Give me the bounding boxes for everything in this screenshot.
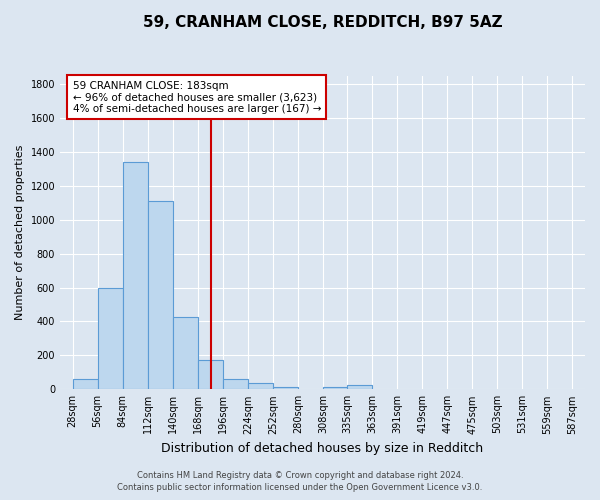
Bar bbox=[323, 387, 348, 390]
Title: 59, CRANHAM CLOSE, REDDITCH, B97 5AZ: 59, CRANHAM CLOSE, REDDITCH, B97 5AZ bbox=[143, 15, 502, 30]
Bar bbox=[347, 385, 372, 390]
Bar bbox=[223, 379, 248, 390]
Bar bbox=[73, 379, 98, 390]
Text: Contains HM Land Registry data © Crown copyright and database right 2024.
Contai: Contains HM Land Registry data © Crown c… bbox=[118, 471, 482, 492]
Bar bbox=[122, 162, 148, 390]
Text: 59 CRANHAM CLOSE: 183sqm
← 96% of detached houses are smaller (3,623)
4% of semi: 59 CRANHAM CLOSE: 183sqm ← 96% of detach… bbox=[73, 80, 321, 114]
Bar bbox=[148, 201, 173, 390]
Bar bbox=[273, 387, 298, 390]
Bar bbox=[248, 382, 273, 390]
Bar bbox=[173, 317, 198, 390]
X-axis label: Distribution of detached houses by size in Redditch: Distribution of detached houses by size … bbox=[161, 442, 484, 455]
Bar bbox=[98, 288, 122, 390]
Bar bbox=[198, 360, 223, 390]
Y-axis label: Number of detached properties: Number of detached properties bbox=[15, 145, 25, 320]
